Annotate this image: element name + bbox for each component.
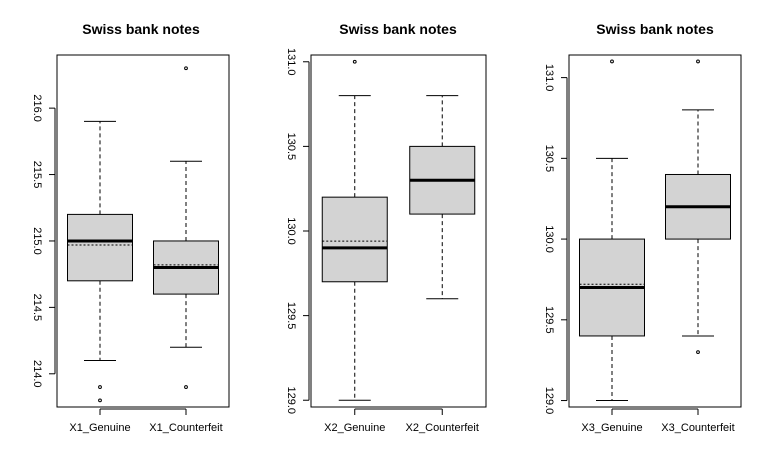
chart-title: Swiss bank notes xyxy=(82,21,200,37)
outlier-point xyxy=(184,66,188,71)
y-tick-label: 130.0 xyxy=(543,225,555,253)
plot-frame xyxy=(56,54,230,408)
outlier-point xyxy=(696,59,700,64)
y-tick-label: 215.5 xyxy=(31,161,43,189)
x-category-label: X1_Counterfeit xyxy=(149,422,222,434)
box-body xyxy=(321,196,388,283)
y-tick-label: 216.0 xyxy=(31,94,43,122)
y-tick-label: 129.0 xyxy=(543,387,555,415)
outlier-point xyxy=(98,385,102,389)
box-X1_Genuine xyxy=(67,120,133,403)
chart-title: Swiss bank notes xyxy=(596,21,714,37)
box-X3_Counterfeit xyxy=(665,59,731,355)
box-X1_Counterfeit xyxy=(153,66,219,389)
chart-panel-2: Swiss bank notes 129.0 129.5 130.0 130.5 131.… xyxy=(285,21,487,434)
box-X2_Genuine xyxy=(321,59,388,401)
plot-frame xyxy=(568,54,742,408)
outlier-point xyxy=(98,398,102,403)
y-tick-label: 129.0 xyxy=(285,386,297,414)
y-tick-label: 131.0 xyxy=(543,64,555,92)
x-category-label: X1_Genuine xyxy=(69,422,130,434)
x-category-label: X3_Counterfeit xyxy=(661,422,734,434)
chart-panel-3: Swiss bank notes 129.0 129.5 130.0 130.5 131.… xyxy=(543,21,742,434)
outlier-point xyxy=(610,59,614,64)
y-tick-label: 130.5 xyxy=(543,145,555,173)
y-tick-label: 215.0 xyxy=(31,227,43,255)
chart-panel-1: Swiss bank notes 214.0 214.5 215.0 215.5 216.… xyxy=(31,21,230,434)
box-body xyxy=(67,213,133,282)
y-tick-label: 129.5 xyxy=(285,302,297,330)
plot-frame xyxy=(310,54,487,408)
y-tick-label: 129.5 xyxy=(543,306,555,334)
y-tick-label: 214.0 xyxy=(31,360,43,388)
x-category-label: X2_Genuine xyxy=(324,422,385,434)
outlier-point xyxy=(352,59,357,64)
box-X2_Counterfeit xyxy=(409,95,476,300)
y-tick-label: 214.5 xyxy=(31,294,43,322)
outlier-point xyxy=(696,350,700,355)
x-category-label: X2_Counterfeit xyxy=(406,422,479,434)
x-category-label: X3_Genuine xyxy=(581,422,642,434)
y-tick-label: 130.0 xyxy=(285,217,297,245)
y-tick-label: 131.0 xyxy=(285,48,297,76)
outlier-point xyxy=(184,385,188,389)
box-X3_Genuine xyxy=(579,59,645,402)
chart-title: Swiss bank notes xyxy=(339,21,457,37)
y-tick-label: 130.5 xyxy=(285,133,297,161)
